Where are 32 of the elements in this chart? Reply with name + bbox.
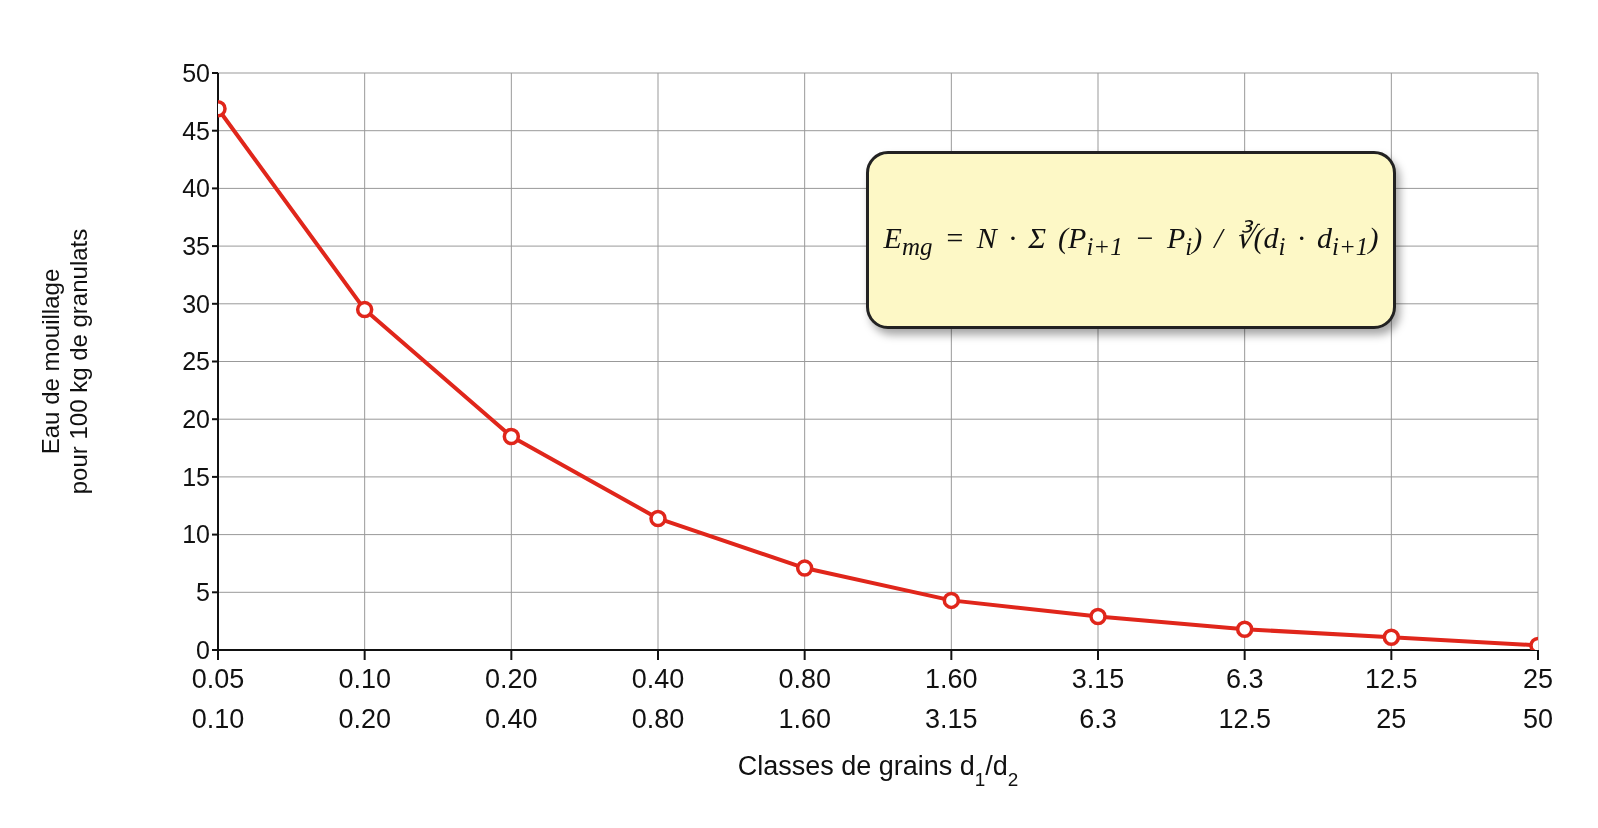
y-tick-label: 20 — [182, 405, 210, 434]
x-tick-label: 25 50 — [1522, 664, 1554, 734]
x-tick-label: 0.05 0.10 — [191, 664, 245, 734]
x-tick-label: 3.15 6.3 — [1071, 664, 1125, 734]
y-tick-label: 25 — [182, 347, 210, 376]
text: E$_{mg}$ = N · Σ (P$_{i+1}$ − P$_{i}$) / ∛(d$_{i}$ · d$_{i+1}$) — [883, 220, 1379, 260]
y-axis-title: Eau de mouillage pour 100 kg de granulats — [37, 228, 92, 495]
point — [795, 559, 814, 577]
y-tick-label: 10 — [182, 520, 210, 549]
y-tick-label: 35 — [182, 231, 210, 260]
point — [649, 509, 667, 528]
point — [502, 427, 521, 446]
point — [1235, 620, 1254, 638]
x-tick-label: 0.40 0.80 — [631, 664, 685, 734]
point — [355, 300, 374, 319]
y-tick-label: 30 — [182, 289, 210, 318]
y-tick-label: 45 — [182, 116, 210, 145]
point — [942, 591, 961, 610]
x-tick-label: 0.80 1.60 — [778, 664, 831, 734]
y-tick-label: 50 — [182, 58, 210, 87]
y-tick-label: 15 — [182, 462, 210, 491]
x-tick-label: 12.5 25 — [1365, 664, 1418, 734]
x-tick-label: 6.3 12.5 — [1218, 664, 1271, 734]
x-tick-label: 1.60 3.15 — [925, 664, 978, 734]
point — [1089, 607, 1107, 626]
x-tick-label: 0.10 0.20 — [338, 664, 391, 734]
x-tick-label: 0.20 0.40 — [485, 664, 538, 734]
point — [1382, 628, 1401, 647]
x-axis-title: Classes de grains d$_{1}$/d$_{2}$ — [737, 751, 1019, 790]
y-tick-label: 40 — [182, 174, 210, 203]
y-tick-label: 5 — [196, 578, 210, 607]
y-tick-label: 0 — [196, 635, 210, 664]
